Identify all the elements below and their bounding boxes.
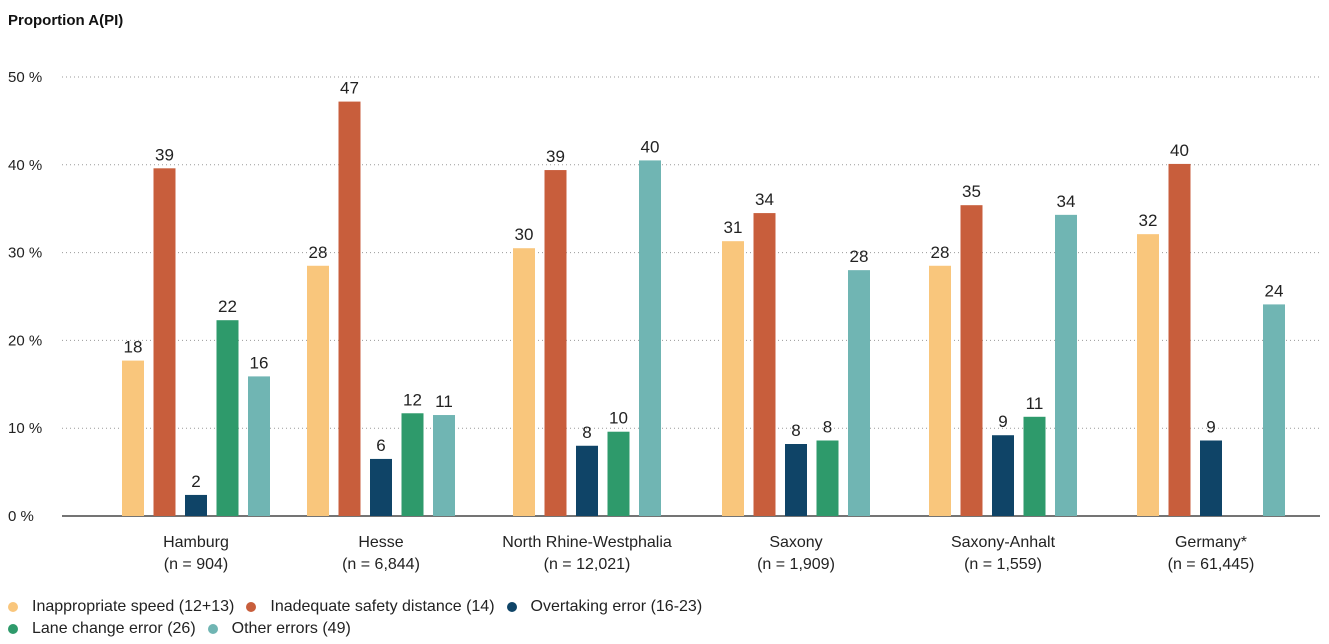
bar bbox=[1200, 440, 1222, 516]
data-label: 12 bbox=[403, 390, 422, 409]
data-label: 8 bbox=[582, 423, 591, 442]
legend-label: Overtaking error (16-23) bbox=[530, 598, 703, 615]
y-tick-label: 10 % bbox=[8, 420, 42, 437]
y-tick-label: 30 % bbox=[8, 245, 42, 262]
data-label: 34 bbox=[755, 190, 774, 209]
bar bbox=[1055, 214, 1077, 516]
legend-row-2: Lane change error (26) Other errors (49) bbox=[8, 618, 714, 640]
x-tick-label: Germany* bbox=[1175, 534, 1247, 551]
bar bbox=[433, 415, 455, 516]
y-tick-label: 0 % bbox=[8, 508, 34, 525]
x-tick-label: North Rhine-Westphalia bbox=[502, 534, 672, 551]
data-label: 11 bbox=[1026, 394, 1044, 413]
data-label: 32 bbox=[1139, 211, 1158, 230]
data-label: 11 bbox=[435, 392, 453, 411]
data-label: 28 bbox=[309, 243, 328, 262]
bar bbox=[122, 360, 144, 516]
data-label: 35 bbox=[962, 182, 981, 201]
data-label: 47 bbox=[340, 79, 359, 98]
x-tick-sample-size: (n = 61,445) bbox=[1168, 556, 1255, 573]
data-label: 39 bbox=[155, 145, 174, 164]
y-tick-label: 20 % bbox=[8, 332, 42, 349]
bar bbox=[1137, 234, 1159, 517]
legend-item-other-errors: Other errors (49) bbox=[207, 620, 351, 638]
bar bbox=[576, 445, 598, 516]
data-label: 39 bbox=[546, 147, 565, 166]
bar bbox=[960, 205, 983, 517]
bar bbox=[639, 160, 661, 516]
x-tick-sample-size: (n = 1,559) bbox=[964, 556, 1042, 573]
data-label: 30 bbox=[515, 225, 534, 244]
legend-label: Inadequate safety distance (14) bbox=[270, 598, 495, 615]
legend-label: Other errors (49) bbox=[231, 620, 351, 637]
bar bbox=[753, 213, 776, 516]
legend-swatch bbox=[8, 624, 18, 634]
bar bbox=[153, 168, 176, 516]
legend-label: Lane change error (26) bbox=[32, 620, 196, 637]
x-tick-label: Saxony-Anhalt bbox=[951, 534, 1056, 551]
data-label: 40 bbox=[1170, 141, 1189, 160]
bar bbox=[1023, 416, 1046, 516]
bar bbox=[607, 431, 630, 516]
bar bbox=[848, 270, 870, 516]
data-label: 9 bbox=[1206, 417, 1215, 436]
bar bbox=[722, 241, 744, 516]
data-label: 22 bbox=[218, 297, 237, 316]
legend-swatch bbox=[506, 602, 517, 612]
data-label: 31 bbox=[724, 218, 743, 237]
bar bbox=[544, 170, 567, 516]
legend-swatch bbox=[8, 602, 18, 612]
bar bbox=[307, 265, 329, 516]
bar bbox=[248, 376, 270, 516]
legend-row-1: Inappropriate speed (12+13) Inadequate s… bbox=[8, 596, 714, 618]
y-axis-title: Proportion A(PI) bbox=[8, 12, 124, 29]
bar bbox=[816, 440, 839, 516]
bar bbox=[185, 494, 207, 516]
data-label: 8 bbox=[823, 417, 832, 436]
legend-item-overtaking-error: Overtaking error (16-23) bbox=[506, 598, 703, 616]
data-label: 10 bbox=[609, 409, 628, 428]
data-label: 18 bbox=[124, 338, 143, 357]
x-tick-sample-size: (n = 12,021) bbox=[544, 556, 631, 573]
legend-item-lane-change-error: Lane change error (26) bbox=[8, 620, 196, 638]
legend: Inappropriate speed (12+13) Inadequate s… bbox=[8, 596, 714, 640]
data-label: 16 bbox=[250, 353, 269, 372]
bar bbox=[338, 101, 361, 517]
y-tick-label: 50 % bbox=[8, 69, 42, 86]
data-label: 34 bbox=[1057, 192, 1076, 211]
data-label: 6 bbox=[376, 436, 385, 455]
legend-swatch bbox=[207, 624, 218, 634]
y-tick-label: 40 % bbox=[8, 157, 42, 174]
bar-chart: 0 %10 %20 %30 %40 %50 %183922216Hamburg(… bbox=[8, 69, 1320, 573]
data-label: 8 bbox=[791, 421, 800, 440]
data-label: 24 bbox=[1265, 281, 1284, 300]
bar bbox=[216, 320, 239, 516]
bar bbox=[370, 458, 392, 516]
bar bbox=[401, 413, 424, 516]
x-tick-sample-size: (n = 6,844) bbox=[342, 556, 420, 573]
data-label: 2 bbox=[191, 472, 200, 491]
bar bbox=[785, 444, 807, 516]
x-tick-sample-size: (n = 904) bbox=[164, 556, 228, 573]
legend-swatch bbox=[246, 602, 257, 612]
bar bbox=[1263, 304, 1285, 516]
data-label: 28 bbox=[850, 247, 869, 266]
bar bbox=[929, 265, 951, 516]
data-label: 9 bbox=[998, 412, 1007, 431]
data-label: 28 bbox=[931, 243, 950, 262]
legend-label: Inappropriate speed (12+13) bbox=[32, 598, 235, 615]
x-tick-label: Hesse bbox=[358, 534, 403, 551]
bar bbox=[1168, 163, 1191, 516]
bar bbox=[992, 435, 1014, 516]
x-tick-label: Saxony bbox=[769, 534, 822, 551]
x-tick-sample-size: (n = 1,909) bbox=[757, 556, 835, 573]
legend-item-inappropriate-speed: Inappropriate speed (12+13) bbox=[8, 598, 234, 616]
bar bbox=[513, 248, 535, 516]
legend-item-inadequate-safety-distance: Inadequate safety distance (14) bbox=[246, 598, 495, 616]
x-tick-label: Hamburg bbox=[163, 534, 229, 551]
data-label: 40 bbox=[641, 137, 660, 156]
